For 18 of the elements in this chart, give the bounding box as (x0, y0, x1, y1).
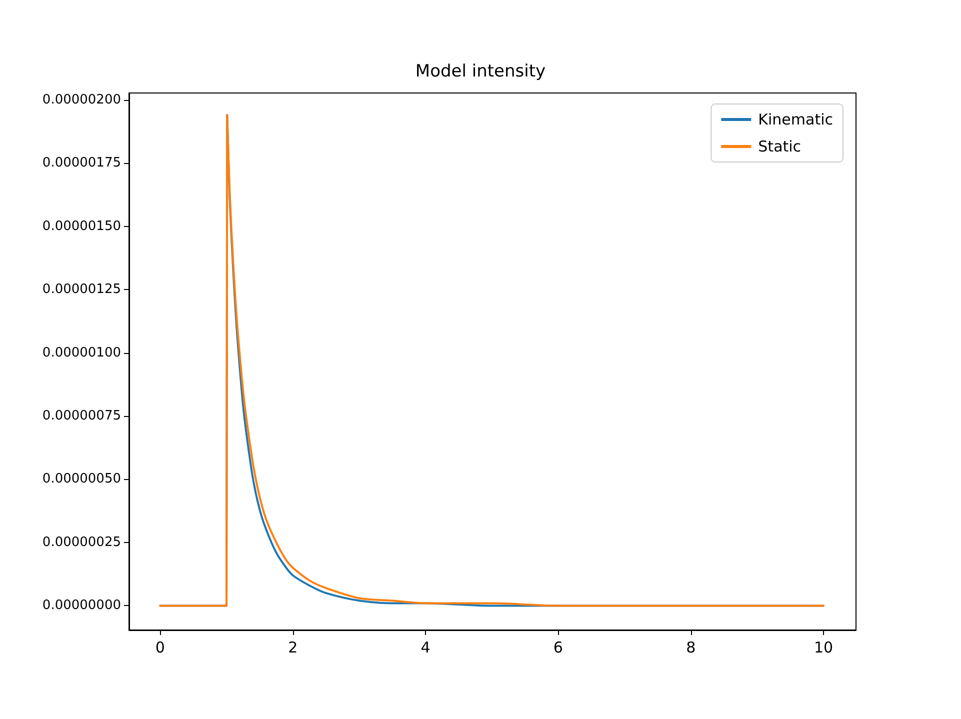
legend-label: Kinematic (758, 110, 834, 128)
y-tick-label: 0.00000050 (42, 472, 121, 487)
y-tick-label: 0.00000150 (42, 218, 121, 234)
x-tick-label: 4 (420, 638, 430, 656)
y-tick-label: 0.00000125 (42, 282, 121, 298)
y-tick-label: 0.00000175 (42, 156, 121, 171)
x-tick-label: 6 (553, 638, 563, 656)
y-tick-label: 0.00000075 (42, 408, 121, 424)
x-tick-label: 2 (288, 638, 298, 656)
x-tick-label: 10 (814, 638, 834, 656)
x-tick-label: 8 (686, 638, 696, 656)
legend-label: Static (758, 138, 802, 156)
chart-title: Model intensity (415, 62, 546, 82)
y-tick-label: 0.00000000 (42, 598, 121, 614)
y-tick-label: 0.00000100 (42, 345, 121, 360)
y-tick-label: 0.00000025 (42, 534, 121, 550)
x-tick-label: 0 (155, 638, 165, 656)
y-tick-label: 0.00000200 (42, 92, 121, 108)
